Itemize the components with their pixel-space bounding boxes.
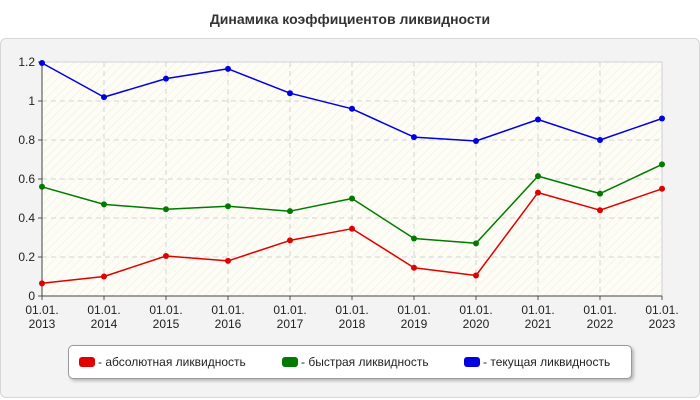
y-tick-label: 0 [28,289,35,303]
x-tick-label-line1: 01.01. [335,303,368,317]
series-0-point [163,253,169,260]
x-tick-label-line2: 2013 [29,317,56,331]
series-0-point [535,189,541,196]
grid-lines [42,61,662,296]
legend-swatch-current [464,357,480,367]
series-0-point [597,207,603,214]
series-1-point [411,235,417,242]
x-tick-label-line2: 2016 [215,317,242,331]
series-2-point [101,94,107,101]
axes: 00.20.40.60.811.201.01.201301.01.201401.… [18,55,678,331]
x-tick-label-line2: 2020 [463,317,490,331]
x-tick-label-line1: 01.01. [149,303,182,317]
x-tick-label-line1: 01.01. [645,303,678,317]
series-1-point [349,195,355,202]
legend-swatch-absolute [79,357,95,367]
x-tick-label-line1: 01.01. [211,303,244,317]
x-tick-label-line2: 2022 [587,317,614,331]
chart-title: Динамика коэффициентов ликвидности [209,11,491,27]
y-tick-label: 0.6 [18,172,35,186]
legend-label-current: - текущая ликвидность [483,355,611,369]
series-layer [39,59,665,287]
x-tick-label-line1: 01.01. [25,303,58,317]
series-0-point [225,257,231,264]
series-0-point [101,273,107,280]
series-0-point [287,237,293,244]
series-2-point [659,115,665,122]
x-tick-label-line2: 2023 [649,317,676,331]
x-tick-label-line2: 2017 [277,317,304,331]
series-0-point [39,280,45,287]
series-1-point [163,206,169,213]
series-2-point [349,105,355,112]
series-2-point [411,134,417,141]
x-tick-label-line1: 01.01. [459,303,492,317]
series-0-point [349,225,355,232]
series-1-point [597,190,603,197]
x-tick-label-line2: 2021 [525,317,552,331]
y-tick-label: 1 [28,94,35,108]
series-2-point [535,116,541,123]
y-tick-label: 1.2 [18,55,35,69]
series-1-point [535,173,541,180]
x-tick-label-line1: 01.01. [521,303,554,317]
series-1-point [225,203,231,210]
series-1-point [473,240,479,247]
x-tick-label-line2: 2014 [91,317,118,331]
x-tick-label-line1: 01.01. [87,303,120,317]
series-1-point [659,161,665,168]
series-0-point [659,185,665,192]
series-2-point [225,65,231,72]
series-1-point [287,208,293,215]
series-2-point [473,137,479,144]
x-tick-label-line2: 2018 [339,317,366,331]
x-tick-label-line1: 01.01. [273,303,306,317]
x-tick-label-line2: 2015 [153,317,180,331]
x-tick-label-line1: 01.01. [583,303,616,317]
x-tick-label-line2: 2019 [401,317,428,331]
series-2-point [287,90,293,97]
series-1-point [101,201,107,208]
series-2-point [597,137,603,143]
y-tick-label: 0.4 [18,211,35,225]
series-0-point [473,272,479,279]
legend-item-absolute: - абсолютная ликвидность [79,354,246,370]
series-1-point [39,183,45,190]
legend-item-current: - текущая ликвидность [464,354,610,370]
series-2-point [39,59,45,66]
chart-legend: - абсолютная ликвидность - быстрая ликви… [68,345,632,379]
legend-label-quick: - быстрая ликвидность [301,355,429,369]
series-2-point [163,75,169,82]
series-0-point [411,264,417,271]
legend-item-quick: - быстрая ликвидность [282,354,429,370]
y-tick-label: 0.2 [18,250,35,264]
y-tick-label: 0.8 [18,133,35,147]
legend-swatch-quick [282,357,298,367]
x-tick-label-line1: 01.01. [397,303,430,317]
legend-label-absolute: - абсолютная ликвидность [98,355,246,369]
